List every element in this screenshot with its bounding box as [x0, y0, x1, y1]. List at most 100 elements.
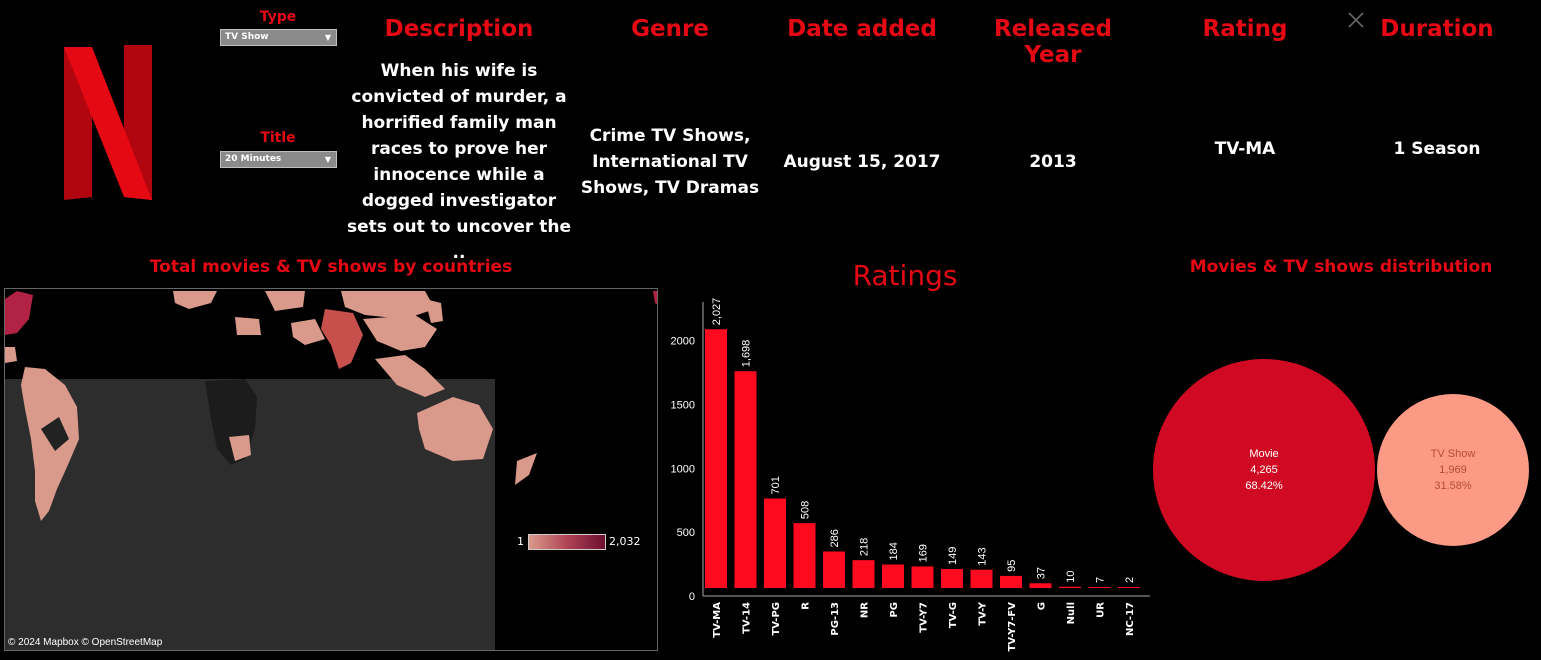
genre-header: Genre — [631, 16, 709, 42]
y-tick-label: 500 — [677, 527, 695, 539]
description-header: Description — [384, 16, 534, 42]
legend-max: 2,032 — [609, 535, 641, 548]
map-color-legend — [528, 534, 606, 550]
duration-value: 1 Season — [1393, 139, 1481, 159]
x-tick-label: TV-MA — [712, 602, 723, 638]
x-tick-label: TV-Y7 — [919, 602, 930, 633]
tv-show-bubble[interactable]: TV Show 1,969 31.58% — [1377, 394, 1529, 546]
map-credit: © 2024 Mapbox © OpenStreetMap — [8, 637, 163, 648]
x-tick-label: Null — [1066, 602, 1077, 624]
x-tick-label: TV-PG — [771, 602, 782, 636]
description-line: innocence while a — [373, 165, 545, 185]
rating-header: Rating — [1202, 16, 1288, 42]
bar-ur — [1088, 587, 1111, 588]
bar-value-label: 218 — [859, 538, 871, 556]
type-filter-label: Type — [259, 9, 297, 25]
distribution-title: Movies & TV shows distribution — [1189, 257, 1493, 277]
bubble-percent: 31.58% — [1434, 480, 1472, 492]
bar-tv-ma — [705, 329, 727, 588]
netflix-logo — [64, 45, 152, 200]
description-line: convicted of murder, a — [351, 87, 567, 107]
bar-pg — [882, 564, 904, 588]
bar-tv-14 — [734, 371, 757, 588]
genre-line: International TV — [592, 152, 748, 172]
x-tick-label: G — [1037, 602, 1048, 610]
caret-down-icon: ▼ — [324, 33, 331, 42]
date-added-value: August 15, 2017 — [783, 152, 941, 172]
bar-value-label: 286 — [829, 529, 841, 547]
bubble-label: Movie — [1249, 448, 1279, 460]
country-map[interactable] — [4, 288, 658, 651]
bar-value-label: 10 — [1065, 570, 1077, 582]
bar-nr — [852, 560, 875, 588]
bar-value-label: 184 — [888, 542, 900, 560]
bar-pg-13 — [823, 551, 845, 588]
bar-tv-y7 — [911, 566, 934, 588]
title-dropdown-value: 20 Minutes — [225, 154, 282, 164]
released-year-value: 2013 — [1029, 152, 1077, 172]
released-year-header: Released Year — [993, 16, 1113, 68]
world-map-shapes — [5, 291, 657, 650]
rating-value: TV-MA — [1214, 139, 1276, 159]
bar-value-label: 701 — [770, 476, 782, 494]
legend-min: 1 — [517, 535, 524, 548]
genre-line: Shows, TV Dramas — [580, 178, 760, 198]
bubble-value: 4,265 — [1250, 464, 1278, 476]
movie-bubble[interactable]: Movie 4,265 68.42% — [1153, 359, 1375, 581]
map-title: Total movies & TV shows by countries — [149, 257, 513, 277]
close-icon[interactable] — [1348, 12, 1364, 28]
title-dropdown[interactable]: 20 Minutes ▼ — [220, 151, 337, 168]
type-dropdown-value: TV Show — [225, 32, 269, 42]
date-added-header: Date added — [787, 16, 937, 42]
bar-value-label: 95 — [1006, 560, 1018, 572]
duration-header: Duration — [1380, 16, 1494, 42]
x-tick-label: TV-G — [948, 602, 959, 628]
genre-text: Crime TV Shows, International TV Shows, … — [575, 123, 765, 201]
x-tick-label: R — [801, 602, 812, 610]
bar-value-label: 37 — [1036, 567, 1048, 579]
description-line: races to prove her — [370, 139, 547, 159]
y-tick-label: 2000 — [671, 336, 695, 348]
x-tick-label: TV-Y7-FV — [1007, 602, 1018, 652]
description-text: When his wife is convicted of murder, a … — [340, 58, 578, 266]
bar-tv-y7-fv — [1000, 575, 1022, 588]
x-tick-label: PG-13 — [830, 602, 841, 636]
bar-nc-17 — [1118, 587, 1140, 588]
genre-line: Crime TV Shows, — [589, 126, 751, 146]
x-tick-label: NC-17 — [1125, 602, 1136, 636]
bar-null — [1059, 586, 1081, 588]
description-line: horrified family man — [361, 113, 557, 133]
x-tick-label: PG — [889, 602, 900, 618]
x-tick-label: NR — [860, 602, 871, 618]
bar-g — [1029, 583, 1052, 588]
bar-value-label: 7 — [1095, 577, 1107, 583]
bar-value-label: 169 — [918, 544, 930, 562]
x-tick-label: UR — [1096, 602, 1107, 618]
description-line: When his wife is — [380, 61, 538, 81]
x-tick-label: TV-14 — [742, 602, 753, 634]
caret-down-icon: ▼ — [324, 155, 331, 164]
bubble-percent: 68.42% — [1245, 480, 1283, 492]
bar-value-label: 2 — [1124, 577, 1136, 583]
ratings-bar-chart[interactable]: 0 500 1000 1500 2000 2,027 TV-MA 1,698 TV-14 701 T… — [660, 296, 1150, 660]
bar-r — [793, 523, 816, 588]
x-tick-label: TV-Y — [978, 601, 989, 626]
title-filter-label: Title — [260, 130, 296, 146]
description-line: sets out to uncover the .. — [347, 217, 571, 263]
description-line: dogged investigator — [361, 191, 557, 211]
ratings-chart-title: Ratings — [852, 259, 958, 292]
bar-value-label: 508 — [800, 501, 812, 519]
bubble-label: TV Show — [1430, 448, 1476, 460]
bar-tv-pg — [764, 498, 786, 588]
bar-value-label: 1,698 — [741, 340, 753, 368]
bar-value-label: 2,027 — [711, 298, 723, 326]
y-tick-label: 1500 — [671, 400, 695, 412]
bar-tv-y — [970, 569, 993, 588]
bar-value-label: 143 — [977, 547, 989, 565]
bubble-value: 1,969 — [1439, 464, 1467, 476]
bar-tv-g — [941, 568, 963, 588]
y-tick-label: 0 — [689, 591, 695, 603]
y-tick-label: 1000 — [671, 463, 695, 475]
type-dropdown[interactable]: TV Show ▼ — [220, 29, 337, 46]
bar-value-label: 149 — [947, 547, 959, 565]
